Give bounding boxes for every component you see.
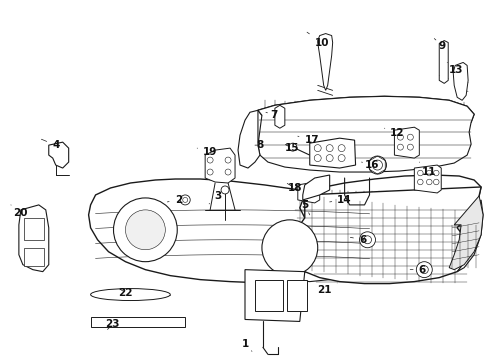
Circle shape: [337, 154, 345, 162]
Text: 8: 8: [254, 140, 263, 150]
Polygon shape: [19, 205, 49, 272]
Circle shape: [224, 157, 230, 163]
Polygon shape: [244, 270, 304, 321]
Polygon shape: [456, 200, 482, 272]
Polygon shape: [309, 138, 355, 168]
Circle shape: [363, 236, 371, 244]
Circle shape: [125, 210, 165, 250]
Text: 3: 3: [209, 191, 221, 204]
Ellipse shape: [90, 289, 170, 301]
Circle shape: [180, 195, 190, 205]
Text: 21: 21: [317, 283, 337, 294]
Polygon shape: [299, 215, 388, 282]
Polygon shape: [258, 96, 473, 129]
Circle shape: [359, 232, 375, 248]
Circle shape: [420, 266, 427, 274]
Polygon shape: [317, 33, 332, 90]
Bar: [286, 280, 306, 311]
Circle shape: [432, 170, 438, 176]
Circle shape: [426, 170, 431, 176]
Text: 19: 19: [197, 147, 217, 157]
Text: 20: 20: [11, 205, 28, 218]
Circle shape: [224, 169, 230, 175]
Circle shape: [325, 154, 332, 162]
Bar: [24, 248, 44, 266]
Circle shape: [325, 145, 332, 152]
Polygon shape: [448, 196, 482, 270]
Text: 9: 9: [433, 39, 445, 50]
Circle shape: [337, 145, 345, 152]
Polygon shape: [289, 187, 480, 284]
Bar: [254, 280, 282, 311]
Text: 22: 22: [118, 288, 132, 298]
Circle shape: [207, 169, 213, 175]
Polygon shape: [413, 165, 440, 193]
Text: 2: 2: [167, 195, 182, 205]
Polygon shape: [394, 127, 419, 158]
Text: 5: 5: [301, 200, 309, 215]
Text: 7: 7: [265, 110, 277, 120]
Text: 11: 11: [419, 162, 436, 177]
Bar: [24, 218, 44, 240]
Text: 15: 15: [284, 143, 299, 153]
Text: 16: 16: [361, 160, 379, 170]
Text: 1: 1: [241, 339, 251, 351]
Circle shape: [372, 160, 382, 170]
Text: 6: 6: [409, 265, 425, 275]
Text: 18: 18: [286, 183, 302, 193]
Text: 10: 10: [306, 32, 328, 48]
Circle shape: [183, 197, 187, 202]
Circle shape: [314, 145, 321, 152]
Circle shape: [417, 170, 422, 176]
Polygon shape: [49, 142, 68, 168]
Polygon shape: [452, 62, 467, 100]
Polygon shape: [88, 179, 379, 283]
Text: 14: 14: [329, 195, 351, 205]
Circle shape: [221, 186, 228, 194]
Polygon shape: [438, 41, 447, 84]
Polygon shape: [299, 175, 480, 231]
Text: 12: 12: [384, 128, 404, 138]
Text: 6: 6: [349, 235, 366, 245]
Text: 23: 23: [105, 319, 120, 329]
Circle shape: [113, 198, 177, 262]
Circle shape: [426, 179, 431, 185]
Circle shape: [397, 134, 403, 140]
Circle shape: [417, 179, 422, 185]
Circle shape: [368, 156, 386, 174]
Circle shape: [432, 179, 438, 185]
Polygon shape: [205, 148, 235, 183]
Polygon shape: [302, 175, 329, 200]
Circle shape: [207, 157, 213, 163]
Text: 4: 4: [41, 139, 60, 150]
Circle shape: [407, 144, 412, 150]
Circle shape: [397, 144, 403, 150]
Circle shape: [288, 143, 296, 151]
Polygon shape: [274, 105, 285, 128]
Circle shape: [262, 220, 317, 276]
Circle shape: [314, 154, 321, 162]
Text: 17: 17: [297, 135, 318, 145]
Polygon shape: [297, 182, 319, 203]
Text: 13: 13: [447, 62, 463, 76]
Circle shape: [407, 134, 412, 140]
Bar: [90, 318, 185, 328]
Polygon shape: [258, 96, 473, 172]
Circle shape: [415, 262, 431, 278]
Polygon shape: [238, 110, 260, 168]
